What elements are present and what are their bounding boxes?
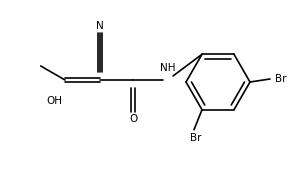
Text: NH: NH — [160, 63, 176, 73]
Text: Br: Br — [275, 74, 287, 84]
Text: N: N — [96, 21, 104, 31]
Text: OH: OH — [46, 96, 62, 106]
Text: Br: Br — [190, 133, 202, 143]
Text: O: O — [129, 114, 137, 124]
